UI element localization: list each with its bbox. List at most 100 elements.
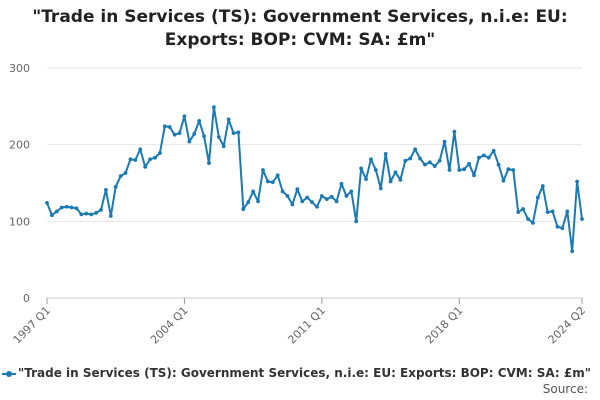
data-point[interactable]	[545, 210, 550, 215]
data-point[interactable]	[123, 171, 128, 175]
data-point[interactable]	[403, 158, 408, 163]
data-point[interactable]	[64, 204, 69, 209]
data-point[interactable]	[153, 155, 157, 160]
data-point[interactable]	[437, 158, 442, 163]
data-point[interactable]	[143, 165, 148, 169]
data-point[interactable]	[216, 135, 221, 139]
data-point[interactable]	[452, 129, 457, 134]
data-point[interactable]	[555, 224, 560, 229]
data-point[interactable]	[211, 105, 216, 109]
data-point[interactable]	[324, 197, 329, 202]
data-point[interactable]	[378, 186, 383, 191]
data-point[interactable]	[467, 161, 472, 166]
data-point[interactable]	[427, 160, 432, 165]
data-point[interactable]	[334, 199, 339, 204]
legend[interactable]: "Trade in Services (TS): Government Serv…	[2, 366, 591, 380]
data-point[interactable]	[506, 167, 511, 172]
data-point[interactable]	[442, 139, 447, 144]
data-point[interactable]	[472, 173, 476, 178]
data-point[interactable]	[339, 181, 344, 186]
data-point[interactable]	[560, 226, 565, 231]
data-point[interactable]	[261, 168, 265, 172]
data-point[interactable]	[187, 139, 192, 144]
data-point[interactable]	[540, 184, 545, 188]
data-point[interactable]	[491, 148, 496, 153]
data-point[interactable]	[408, 156, 413, 161]
data-point[interactable]	[84, 211, 89, 216]
data-point[interactable]	[388, 179, 393, 184]
data-point[interactable]	[265, 179, 270, 184]
data-point[interactable]	[113, 184, 118, 189]
data-point[interactable]	[74, 206, 79, 211]
data-point[interactable]	[103, 188, 108, 192]
data-point[interactable]	[295, 187, 300, 192]
data-point[interactable]	[246, 200, 251, 205]
data-point[interactable]	[59, 205, 64, 210]
data-point[interactable]	[207, 161, 211, 165]
data-point[interactable]	[373, 168, 378, 172]
data-point[interactable]	[516, 210, 521, 215]
data-point[interactable]	[383, 151, 388, 156]
data-point[interactable]	[231, 131, 236, 136]
data-point[interactable]	[94, 211, 98, 215]
data-point[interactable]	[202, 134, 206, 139]
data-point[interactable]	[138, 147, 143, 152]
data-point[interactable]	[432, 164, 437, 169]
data-point[interactable]	[501, 178, 506, 183]
data-point[interactable]	[89, 212, 94, 217]
data-point[interactable]	[496, 162, 501, 167]
data-point[interactable]	[128, 157, 133, 162]
data-point[interactable]	[526, 217, 530, 221]
data-point[interactable]	[511, 168, 516, 172]
data-point[interactable]	[45, 201, 49, 205]
data-point[interactable]	[157, 151, 162, 156]
data-point[interactable]	[241, 207, 246, 211]
data-point[interactable]	[167, 125, 172, 129]
data-point[interactable]	[118, 174, 123, 179]
data-point[interactable]	[182, 114, 187, 119]
data-point[interactable]	[226, 117, 231, 122]
data-point[interactable]	[329, 194, 334, 199]
data-point[interactable]	[418, 156, 422, 161]
data-point[interactable]	[148, 157, 152, 162]
data-point[interactable]	[54, 209, 59, 214]
data-point[interactable]	[447, 168, 452, 172]
data-point[interactable]	[256, 199, 260, 204]
data-point[interactable]	[398, 178, 403, 182]
data-point[interactable]	[369, 157, 373, 162]
data-point[interactable]	[565, 209, 570, 214]
data-point[interactable]	[79, 212, 84, 217]
data-point[interactable]	[305, 195, 310, 200]
data-point[interactable]	[280, 189, 285, 194]
data-point[interactable]	[413, 147, 418, 152]
data-point[interactable]	[575, 179, 579, 184]
data-point[interactable]	[423, 162, 427, 167]
data-point[interactable]	[162, 124, 167, 129]
data-point[interactable]	[344, 194, 349, 198]
data-point[interactable]	[310, 200, 314, 205]
data-point[interactable]	[221, 144, 226, 149]
data-point[interactable]	[270, 180, 275, 185]
data-point[interactable]	[477, 155, 481, 160]
data-point[interactable]	[349, 189, 354, 194]
data-point[interactable]	[393, 170, 398, 175]
data-point[interactable]	[300, 199, 305, 204]
data-point[interactable]	[275, 173, 280, 178]
data-point[interactable]	[69, 205, 74, 210]
data-point[interactable]	[197, 119, 202, 123]
data-point[interactable]	[315, 204, 319, 209]
data-point[interactable]	[285, 194, 290, 198]
data-point[interactable]	[531, 220, 535, 225]
data-point[interactable]	[50, 213, 54, 218]
data-point[interactable]	[177, 131, 182, 136]
data-point[interactable]	[462, 167, 467, 172]
data-point[interactable]	[364, 177, 368, 182]
data-point[interactable]	[108, 214, 113, 218]
data-point[interactable]	[290, 202, 295, 207]
data-point[interactable]	[251, 189, 256, 194]
data-point[interactable]	[535, 195, 540, 200]
data-point[interactable]	[99, 207, 103, 212]
data-point[interactable]	[580, 217, 584, 221]
data-point[interactable]	[457, 168, 462, 172]
data-point[interactable]	[236, 130, 241, 135]
